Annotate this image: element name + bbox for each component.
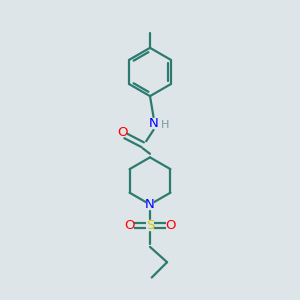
Text: O: O — [124, 219, 135, 232]
Text: N: N — [149, 117, 158, 130]
Text: N: N — [145, 198, 155, 211]
Bar — [166, 221, 175, 230]
Bar — [162, 121, 169, 129]
Text: O: O — [117, 126, 128, 139]
Text: H: H — [161, 120, 170, 130]
Bar — [146, 200, 154, 209]
Text: O: O — [165, 219, 176, 232]
Bar — [146, 221, 154, 230]
Text: S: S — [146, 219, 154, 232]
Bar — [125, 221, 134, 230]
Bar — [149, 119, 158, 128]
Bar — [118, 128, 127, 137]
